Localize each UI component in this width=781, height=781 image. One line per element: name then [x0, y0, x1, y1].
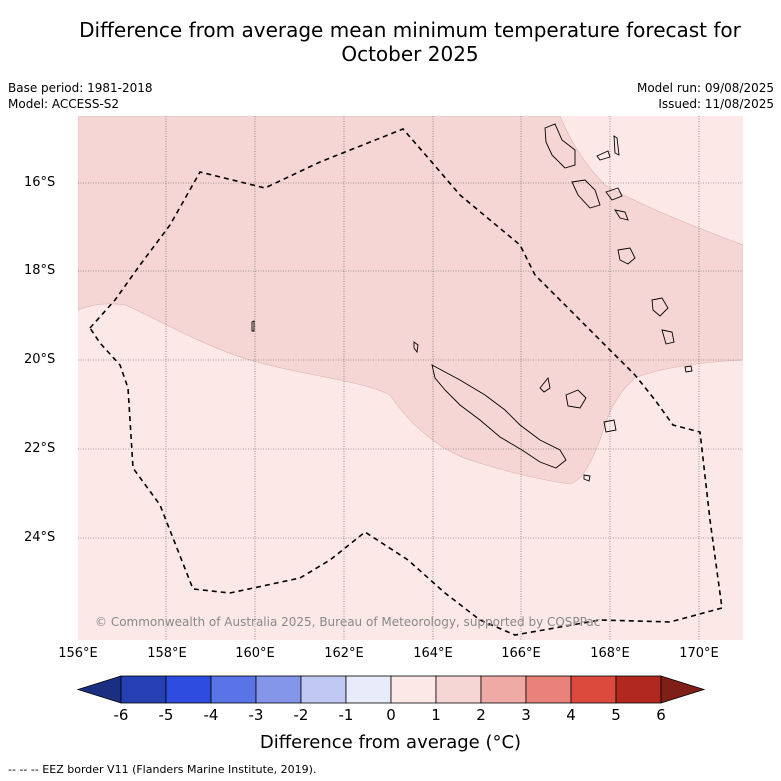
anomaly-zone-1-2	[78, 116, 743, 485]
eez-border	[88, 128, 723, 636]
lon-label-158e: 158°E	[147, 646, 187, 661]
copyright-notice: © Commonwealth of Australia 2025, Bureau…	[95, 615, 600, 629]
colorbar-segment	[300, 675, 347, 704]
colorbar-tick: 1	[431, 706, 441, 724]
colorbar-segment	[570, 675, 617, 704]
colorbar-segment	[255, 675, 302, 704]
title-line-1: Difference from average mean minimum tem…	[79, 18, 741, 42]
lon-label-166e: 166°E	[501, 646, 541, 661]
island-lifou	[565, 389, 587, 409]
colorbar-tick: -6	[113, 706, 129, 724]
colorbar-segment	[615, 675, 662, 704]
lon-label-160e: 160°E	[235, 646, 275, 661]
colorbar	[76, 675, 706, 704]
lon-label-170e: 170°E	[679, 646, 719, 661]
lat-label-22s: 22°S	[24, 441, 56, 456]
colorbar-tick: 6	[656, 706, 666, 724]
model-name: Model: ACCESS-S2	[8, 97, 120, 111]
lon-label-164e: 164°E	[413, 646, 453, 661]
title-line-2: October 2025	[341, 42, 479, 66]
colorbar-tick: -1	[338, 706, 354, 724]
lat-label-16s: 16°S	[24, 175, 56, 190]
island-espiritu-santo	[544, 123, 576, 169]
colorbar-label: Difference from average (°C)	[259, 732, 522, 753]
colorbar-tick: 4	[566, 706, 576, 724]
colorbar-tick: 5	[611, 706, 621, 724]
island-erromango	[651, 297, 669, 317]
colorbar-segment	[120, 675, 167, 704]
colorbar-extend-high	[660, 675, 706, 704]
island-efate	[617, 247, 636, 265]
island-belep	[413, 341, 419, 354]
lon-label-168e: 168°E	[590, 646, 630, 661]
lat-label-18s: 18°S	[24, 263, 56, 278]
colorbar-segment	[345, 675, 392, 704]
graticule	[78, 116, 743, 640]
lat-label-24s: 24°S	[24, 530, 56, 545]
meta-right: Model run: 09/08/2025 Issued: 11/08/2025	[637, 80, 774, 112]
colorbar-segment	[525, 675, 572, 704]
colorbar-tick: -3	[248, 706, 264, 724]
map-title: Difference from average mean minimum tem…	[40, 18, 780, 66]
colorbar-segment	[165, 675, 212, 704]
colorbar-tick: 3	[521, 706, 531, 724]
meta-left: Base period: 1981-2018 Model: ACCESS-S2	[8, 80, 153, 112]
island-tanna	[661, 329, 675, 345]
lat-label-20s: 20°S	[24, 352, 56, 367]
colorbar-tick: 2	[476, 706, 486, 724]
island-epi	[614, 209, 629, 221]
eez-legend-footer: -- -- -- EEZ border V11 (Flanders Marine…	[8, 763, 317, 776]
colorbar-tick: 0	[386, 706, 396, 724]
new-caledonia-island	[431, 364, 567, 469]
colorbar-tick: -5	[158, 706, 174, 724]
model-run: Model run: 09/08/2025	[636, 81, 774, 95]
island-chesterfield	[251, 320, 255, 332]
colorbar-segment	[210, 675, 257, 704]
colorbar-extend-low	[76, 675, 122, 704]
island-maewo	[613, 135, 620, 156]
colorbar-segment	[390, 675, 437, 704]
colorbar-segment	[480, 675, 527, 704]
lon-label-156e: 156°E	[58, 646, 98, 661]
lon-label-162e: 162°E	[324, 646, 364, 661]
island-pines	[583, 474, 591, 482]
island-malekula	[571, 179, 601, 209]
island-ouvea	[539, 376, 551, 393]
colorbar-segment	[435, 675, 482, 704]
issued-date: Issued: 11/08/2025	[658, 97, 774, 111]
colorbar-tick: -4	[203, 706, 219, 724]
island-ambae	[596, 150, 611, 161]
island-mare	[603, 419, 617, 433]
island-ambrym	[605, 187, 623, 201]
island-aneityum	[684, 365, 693, 373]
base-period: Base period: 1981-2018	[8, 81, 153, 95]
colorbar-tick: -2	[293, 706, 309, 724]
